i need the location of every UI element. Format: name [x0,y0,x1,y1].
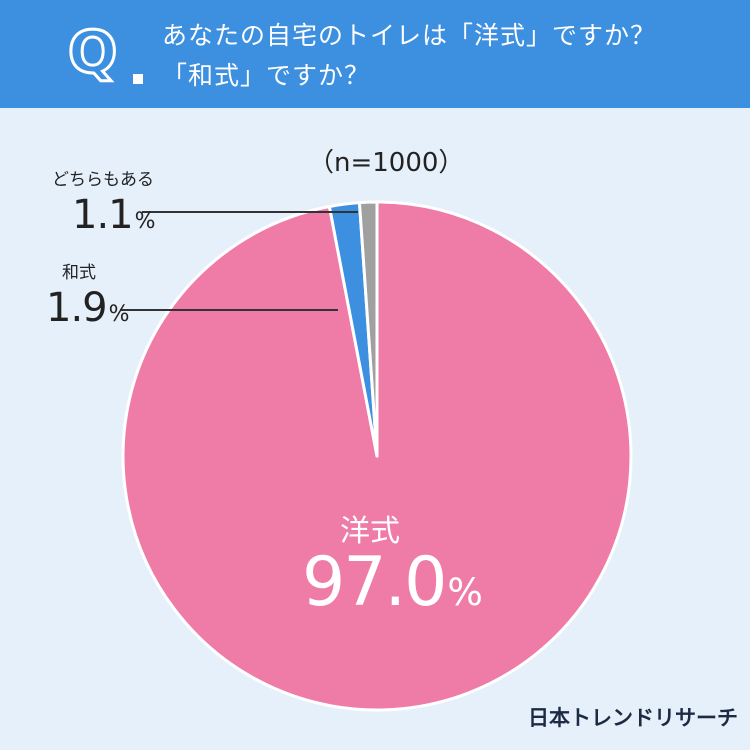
question-header: Q あなたの自宅のトイレは「洋式」ですか？ 「和式」ですか？ [0,0,750,108]
question-line-2: 「和式」ですか？ [162,61,371,90]
value-both: 1.1% [72,192,156,238]
value-japanese-number: 1.9 [46,285,108,331]
value-japanese-style: 1.9% [46,285,130,331]
value-western-style: 97.0% [302,543,483,622]
brand-logo: 日本トレンドリサーチ [528,706,738,730]
slice-both [357,200,379,458]
pie-slices [121,200,633,712]
value-both-percent: % [134,209,156,234]
question-line-1: あなたの自宅のトイレは「洋式」ですか？ [162,21,657,50]
label-western-style: 洋式 [340,514,400,549]
value-western-percent: % [447,570,483,614]
value-both-number: 1.1 [72,192,134,238]
value-western-number: 97.0 [302,543,447,622]
q-dot [133,74,143,84]
sample-size: （n=1000） [308,148,465,178]
q-letter: Q [66,18,118,86]
label-japanese-style: 和式 [62,263,96,283]
label-both: どちらもある [52,170,154,190]
value-japanese-percent: % [108,302,130,327]
